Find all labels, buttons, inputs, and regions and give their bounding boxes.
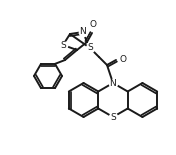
Text: O: O: [120, 55, 127, 64]
Text: S: S: [87, 44, 93, 53]
Text: O: O: [90, 20, 96, 29]
Text: S: S: [60, 40, 66, 49]
Text: N: N: [110, 78, 116, 88]
Text: N: N: [80, 27, 86, 36]
Text: S: S: [110, 113, 116, 122]
